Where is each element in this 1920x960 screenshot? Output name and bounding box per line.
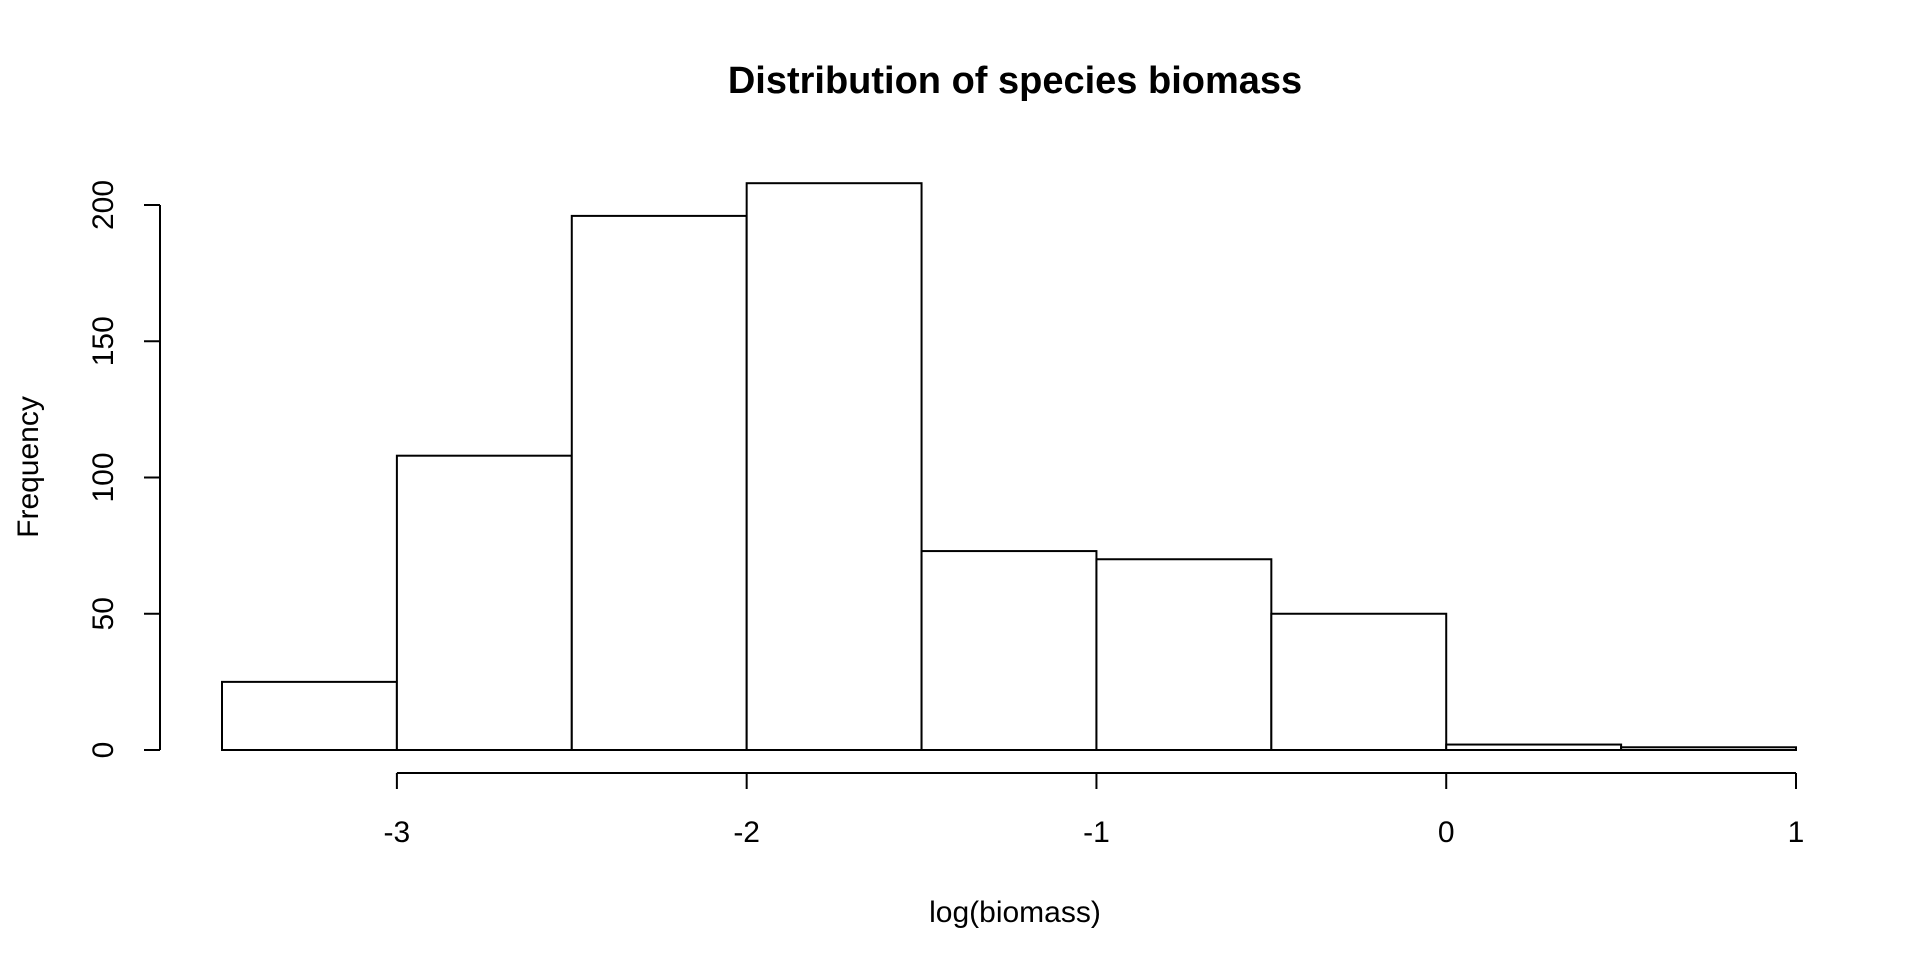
y-tick-label: 50 xyxy=(87,597,120,630)
histogram-bar-9 xyxy=(1620,746,1797,752)
x-tick-label: 1 xyxy=(1788,816,1805,849)
y-tick-label: 0 xyxy=(87,742,120,759)
histogram-bar-7 xyxy=(1270,612,1448,751)
bars-group xyxy=(221,182,1797,752)
histogram-bar-3 xyxy=(570,214,748,751)
chart-title: Distribution of species biomass xyxy=(728,60,1302,102)
y-tick-label: 200 xyxy=(87,180,120,230)
y-tick-label: 150 xyxy=(87,316,120,366)
x-tick-label: -3 xyxy=(384,816,411,849)
histogram-bar-5 xyxy=(920,550,1098,752)
histogram-bar-2 xyxy=(395,454,573,751)
x-tick-label: -1 xyxy=(1083,816,1110,849)
x-tick-label: 0 xyxy=(1438,816,1455,849)
x-tick-label: -2 xyxy=(733,816,760,849)
y-tick-label: 100 xyxy=(87,452,120,502)
y-axis-label: Frequency xyxy=(12,396,45,538)
histogram-bar-8 xyxy=(1445,743,1623,751)
y-axis: 0 50 100 150 200 xyxy=(87,180,161,759)
histogram-bar-6 xyxy=(1095,558,1273,751)
histogram-bar-1 xyxy=(221,680,398,751)
histogram-bar-4 xyxy=(745,182,923,751)
x-axis: -3 -2 -1 0 1 xyxy=(384,772,1805,849)
x-axis-label: log(biomass) xyxy=(929,896,1101,929)
